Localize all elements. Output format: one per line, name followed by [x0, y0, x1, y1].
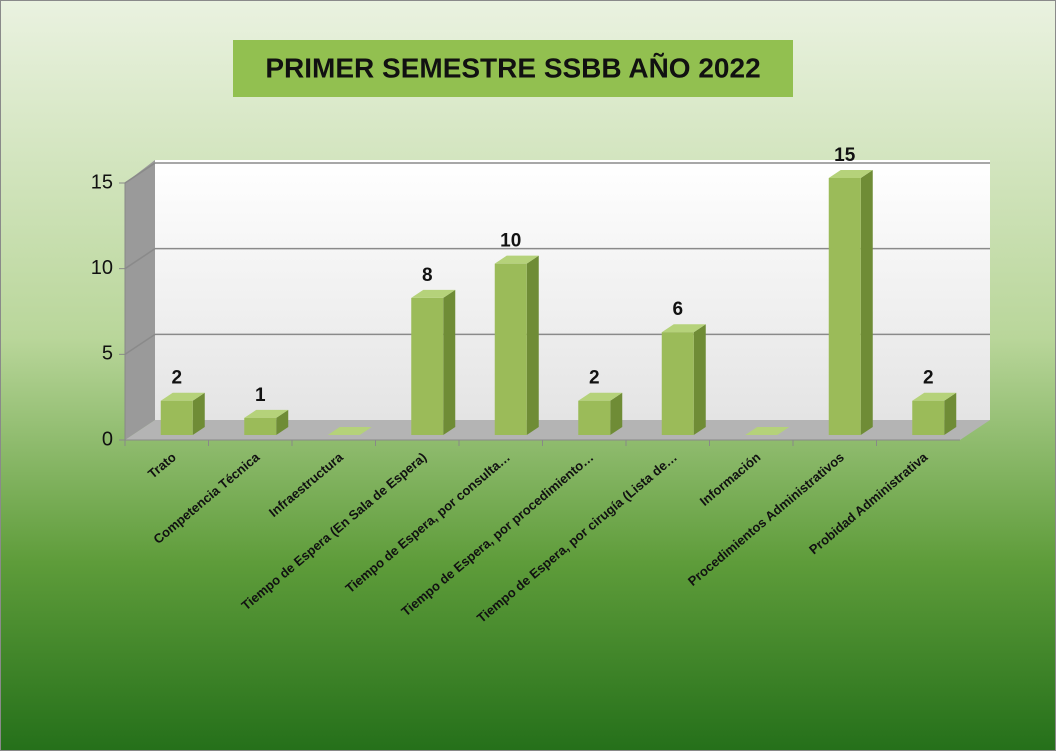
bar-top — [912, 392, 957, 401]
bar — [327, 427, 372, 435]
bar-side — [443, 289, 456, 435]
bar-top — [244, 409, 289, 418]
chart-title: PRIMER SEMESTRE SSBB AÑO 2022 — [265, 52, 760, 83]
bar — [912, 392, 957, 435]
data-label: 2 — [923, 368, 934, 389]
data-label: 8 — [422, 265, 433, 286]
y-tick-label: 15 — [91, 171, 113, 193]
data-label: 15 — [834, 145, 856, 166]
bar-front — [411, 297, 444, 435]
bar-side — [610, 392, 623, 435]
bar — [160, 392, 205, 435]
data-label: 2 — [589, 368, 600, 389]
bar — [828, 170, 873, 435]
bar-front — [160, 400, 193, 435]
bar — [411, 289, 456, 435]
bar-side — [192, 392, 205, 435]
bar — [745, 427, 790, 435]
data-label: 10 — [500, 231, 521, 252]
bar — [661, 324, 706, 435]
bar — [244, 409, 289, 435]
side-wall — [125, 160, 155, 440]
bar-top — [828, 170, 873, 178]
grid-line-side — [124, 248, 156, 270]
grid-line-side — [124, 162, 156, 184]
y-tick-label: 10 — [91, 257, 113, 279]
bar-front — [244, 417, 277, 435]
bar-side — [944, 392, 957, 435]
title-box — [233, 40, 793, 97]
bar-top — [745, 427, 790, 435]
data-label: 2 — [171, 368, 182, 389]
grid-line-side — [124, 333, 156, 355]
y-tick-label: 0 — [102, 428, 113, 450]
bar-front — [828, 178, 861, 435]
bar-side — [693, 324, 706, 435]
data-label: 1 — [255, 385, 266, 406]
bar — [494, 255, 539, 435]
bar-side — [860, 170, 873, 435]
bar-top — [411, 289, 456, 298]
bar-top — [494, 255, 539, 264]
bar-front — [578, 400, 611, 435]
bar-side — [526, 255, 539, 435]
bar-side — [276, 409, 289, 435]
back-wall — [155, 160, 990, 420]
bar-top — [661, 324, 706, 333]
y-tick-label: 5 — [102, 343, 113, 365]
bar-top — [160, 392, 205, 401]
bar-top — [578, 392, 623, 401]
bar-top — [327, 427, 372, 435]
bar — [578, 392, 623, 435]
bar-front — [494, 263, 527, 435]
data-label: 6 — [672, 299, 683, 320]
bar-front — [661, 332, 694, 435]
bar-front — [912, 400, 945, 435]
